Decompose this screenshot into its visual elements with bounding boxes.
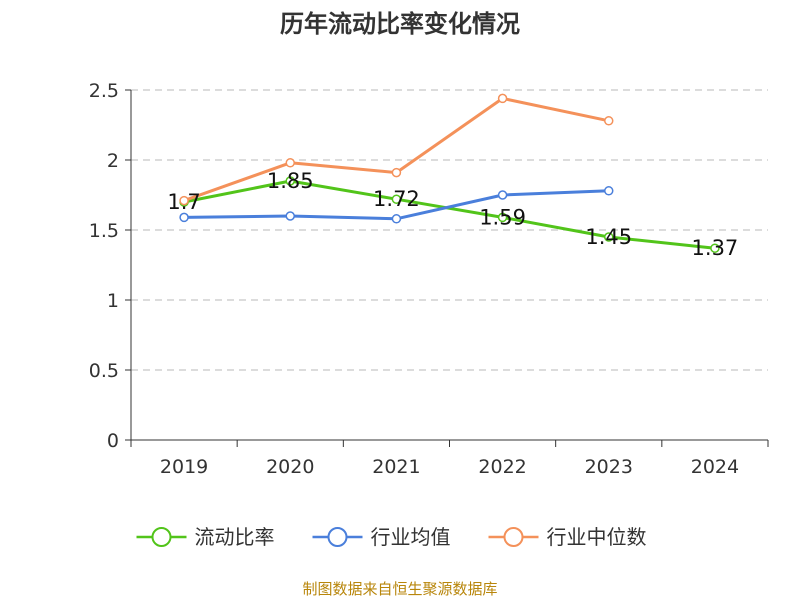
- data-point: [497, 190, 508, 200]
- data-labels: 1.7 1.85 1.72 1.59 1.45 1.37: [167, 169, 738, 260]
- legend-label: 流动比率: [195, 525, 275, 549]
- data-label: 1.85: [267, 169, 314, 193]
- series-group: [179, 93, 720, 253]
- data-label: 1.45: [585, 225, 632, 249]
- y-tick-label: 2: [107, 150, 119, 172]
- legend-label: 行业中位数: [547, 525, 647, 549]
- data-point: [285, 211, 295, 221]
- x-tick-label: 2019: [160, 456, 208, 478]
- x-tick-label: 2024: [691, 456, 739, 478]
- legend-marker: [151, 527, 172, 547]
- grid-lines: [131, 89, 768, 371]
- y-tick-label: 0: [107, 430, 119, 452]
- data-label: 1.72: [373, 187, 420, 211]
- data-point: [604, 186, 614, 196]
- x-tick-label: 2021: [372, 456, 420, 478]
- data-point: [497, 93, 508, 104]
- data-point: [391, 214, 402, 224]
- data-point: [285, 158, 295, 168]
- legend-marker: [327, 527, 348, 547]
- x-tick-label: 2020: [266, 456, 314, 478]
- data-point: [497, 212, 508, 223]
- legend-label: 行业均值: [371, 525, 451, 549]
- axes: 0 0.5 1 1.5 2 2.5 2019 2020 2021 2022 2023 2024: [89, 80, 769, 478]
- data-label: 1.59: [479, 205, 526, 229]
- data-point: [391, 194, 402, 204]
- y-tick-label: 2.5: [89, 80, 119, 102]
- data-point: [179, 212, 189, 223]
- legend-marker: [503, 527, 524, 547]
- source-note: 制图数据来自恒生聚源数据库: [302, 580, 498, 598]
- data-point: [285, 176, 295, 186]
- data-point: [710, 243, 720, 253]
- data-label: 1.37: [692, 236, 739, 260]
- data-point: [179, 195, 189, 206]
- data-point: [391, 167, 402, 178]
- series-line: [183, 96, 610, 203]
- y-tick-label: 1: [107, 290, 119, 312]
- chart-title: 历年流动比率变化情况: [280, 10, 520, 38]
- x-tick-label: 2023: [585, 456, 633, 478]
- legend: 流动比率 行业均值 行业中位数: [136, 525, 647, 549]
- data-label: 1.7: [167, 190, 200, 214]
- data-point: [604, 116, 614, 126]
- x-tick-label: 2022: [478, 456, 526, 478]
- series-line: [183, 179, 716, 250]
- y-tick-label: 0.5: [89, 360, 119, 382]
- y-tick-label: 1.5: [89, 220, 119, 242]
- data-point: [604, 232, 614, 242]
